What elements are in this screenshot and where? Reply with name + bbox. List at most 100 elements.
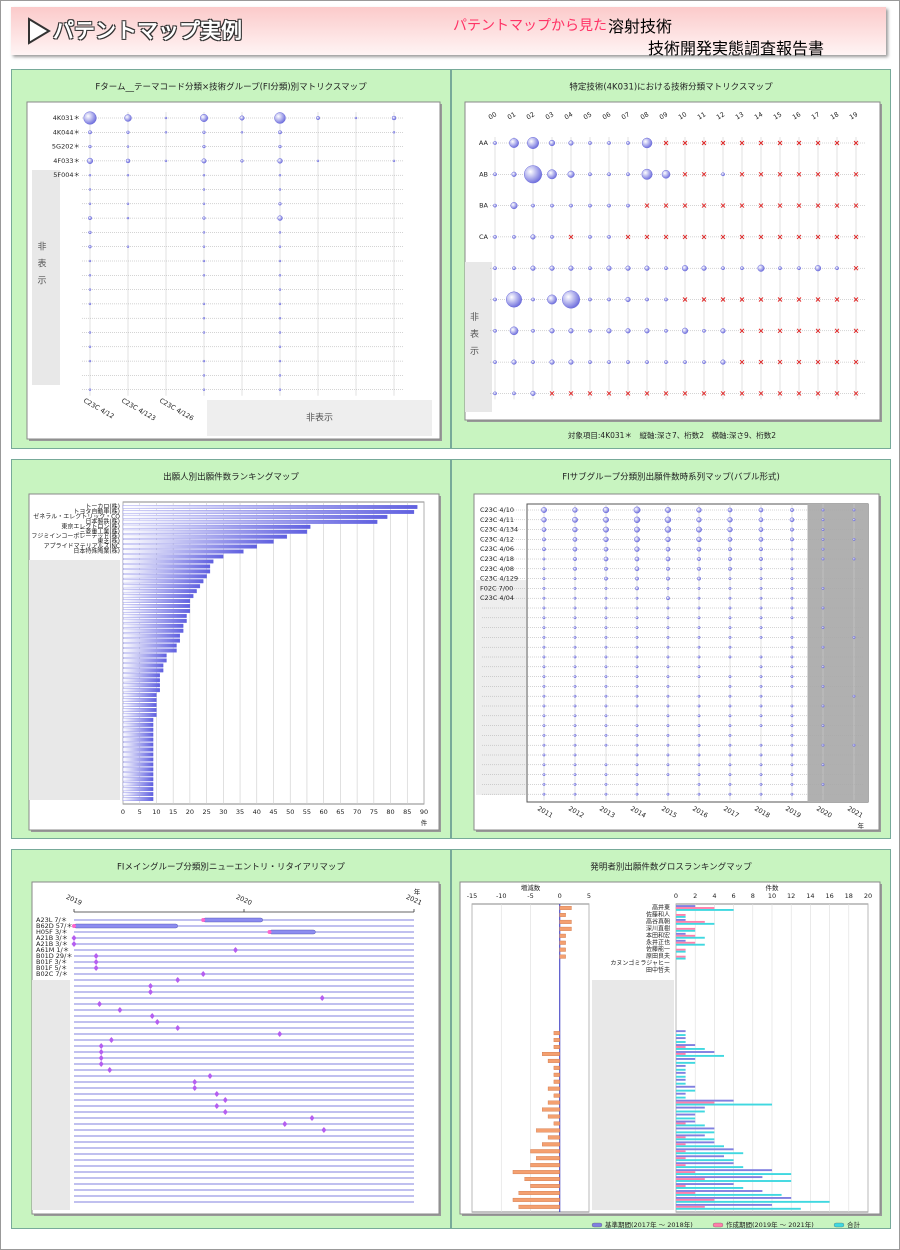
bubble [728,616,732,620]
panel: 出願人別出願件数ランキングマップ 0 5 10 15 20 25 30 35 40 45 50 55 60… [11,459,451,839]
entry-mark [200,971,206,977]
bar [676,914,686,916]
zero-mark [834,140,840,146]
zero-mark [663,391,669,396]
bubble [697,675,701,679]
bar [122,574,207,579]
x-tick-label: 12 [787,892,795,900]
bar [676,1178,705,1180]
bubble [697,586,701,590]
bubble [573,782,577,786]
bubble [635,694,639,698]
bar [676,1162,734,1165]
bar [676,1106,705,1109]
bubble [728,566,732,571]
bubble [542,537,546,542]
bubble [493,328,497,333]
bar [559,919,572,924]
bar [122,524,311,529]
bubble [542,733,546,737]
entry-mark [93,965,99,971]
row-label: 5G202＊ [52,143,80,151]
topic: 溶射技術 [608,17,673,36]
bubble [728,714,732,718]
bar [536,1156,560,1161]
zero-mark [796,140,802,146]
column-label: 15 [772,110,783,121]
bubble [202,359,206,363]
x-tick-label: 5 [138,808,142,816]
bubble [666,753,670,757]
chart-title: 発明者別出願件数グロスランキングマップ [590,862,752,873]
legend-label: 基準期間(2017年 ～ 2018年) [605,1220,693,1228]
bar [559,926,572,931]
bubble [126,216,130,220]
bubble [759,577,763,581]
bar [122,782,154,787]
bubble [126,202,130,206]
entry-mark [175,1025,181,1031]
bubble [759,684,763,688]
bar [676,1180,792,1182]
zero-mark [701,391,707,396]
row-label: C23C 4/129 [480,575,518,583]
row-label: A21B 3/＊ [36,934,68,942]
bubble [573,557,577,561]
bubble [88,245,92,249]
zero-mark [701,203,707,208]
bubble [607,297,611,302]
bubble [666,694,670,698]
x-tick-label: 20 [186,808,194,816]
bubble [790,567,794,571]
bubble [606,328,612,334]
bar [512,1170,560,1175]
bar [676,920,705,923]
row-label: CA [479,233,489,241]
zero-mark [720,203,726,208]
bubble [852,557,856,561]
x-tick-label: 55 [303,808,311,816]
bubble [821,645,825,649]
bar [122,737,154,742]
bubble [278,259,282,263]
bubble [568,328,574,334]
bubble [607,203,611,208]
bubble [814,265,822,272]
bubble [604,596,608,600]
bar [676,943,705,946]
bar [122,589,197,594]
bubble [274,112,286,124]
bubble [759,665,763,669]
row-label: 4F033＊ [53,157,80,165]
zero-mark [853,171,859,177]
bubble [664,328,668,333]
bubble [821,547,825,551]
bubble [727,517,733,523]
bubble [493,391,497,396]
x-tick-label: 20 [864,892,872,900]
bar [676,1143,686,1146]
bubble [573,665,577,669]
zero-mark [739,140,745,146]
bubble [790,753,794,757]
bubble [542,635,546,639]
bubble [573,763,577,767]
zero-mark [758,203,764,208]
hidden-strip [32,170,60,385]
x-tick-label: -10 [496,892,507,900]
zero-mark [777,297,783,302]
row-label: AA [479,139,489,147]
x-tick-label: 10 [152,808,160,816]
x-tick-label: 14 [806,892,814,900]
bubble [88,202,92,206]
bubble [542,557,546,561]
bar [122,648,177,653]
bar [559,947,566,952]
entry-mark [117,1007,123,1013]
zero-mark [758,359,764,365]
bubble [697,763,701,767]
axis-label: 件 [421,818,428,827]
zero-mark [663,203,669,208]
row-label: カヌンゴミラジャヒー [610,959,670,967]
bubble [821,782,825,786]
